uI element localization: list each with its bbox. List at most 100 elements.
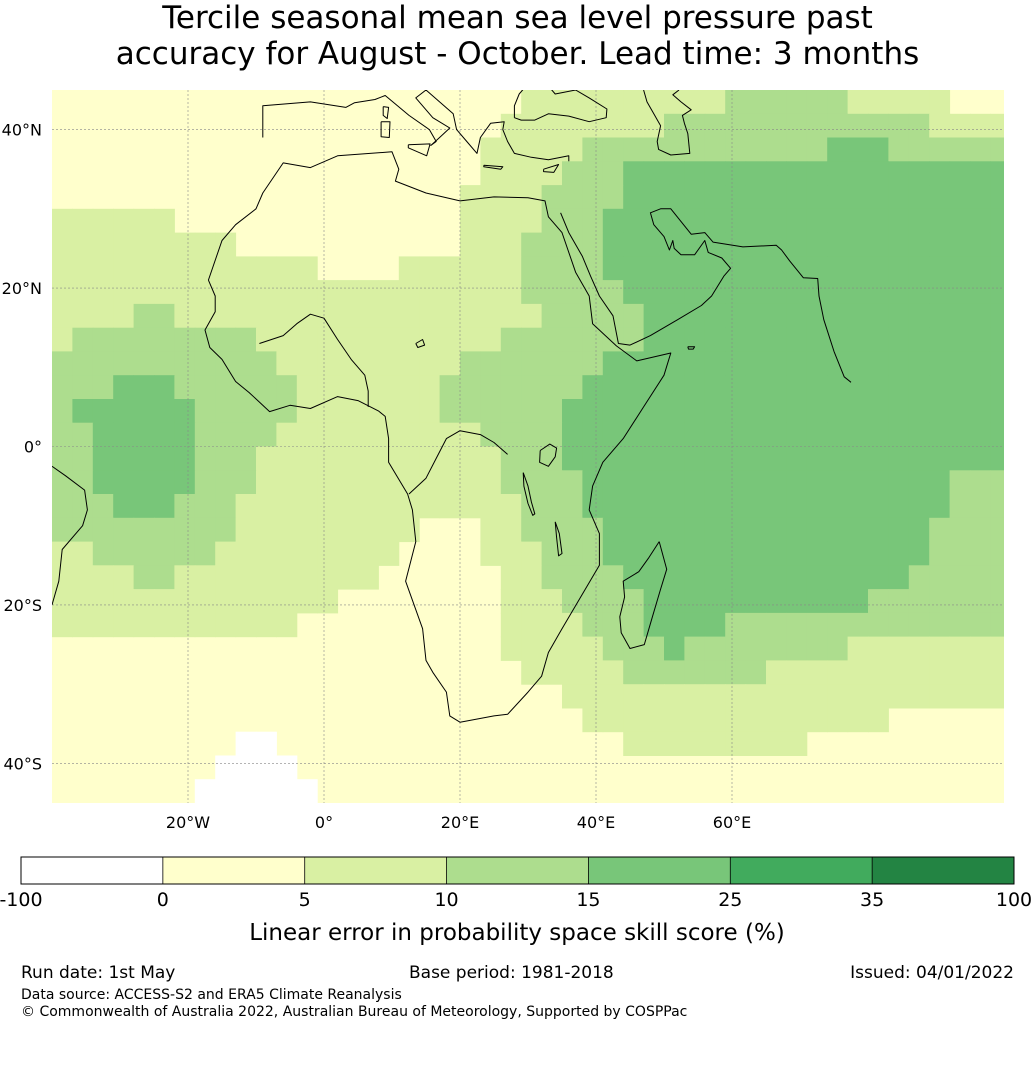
skill-cell	[888, 256, 910, 281]
skill-cell	[154, 399, 175, 424]
skill-cell	[541, 137, 563, 162]
skill-cell	[704, 612, 726, 638]
skill-cell	[786, 90, 808, 115]
skill-cell	[398, 446, 420, 471]
skill-cell	[949, 327, 971, 352]
skill-cell	[766, 90, 787, 115]
skill-cell	[704, 541, 726, 566]
skill-cell	[113, 256, 135, 281]
skill-cell	[296, 517, 318, 543]
skill-cell	[827, 494, 849, 519]
skill-cell	[439, 375, 461, 400]
skill-cell	[847, 517, 869, 543]
skill-cell	[827, 589, 849, 614]
colorbar-bin	[304, 857, 447, 884]
skill-cell	[194, 779, 216, 803]
skill-cell	[664, 113, 685, 139]
skill-cell	[215, 494, 237, 519]
skill-cell	[174, 494, 196, 519]
skill-cell	[745, 232, 767, 257]
skill-cell	[52, 494, 73, 519]
skill-cell	[358, 327, 379, 352]
colorbar-bin	[588, 857, 731, 884]
skill-cell	[602, 541, 624, 566]
skill-cell	[235, 256, 257, 281]
skill-cell	[194, 565, 216, 590]
skill-cell	[949, 636, 971, 661]
skill-cell	[929, 256, 951, 281]
skill-cell	[827, 90, 849, 115]
skill-cell	[378, 470, 400, 495]
skill-cell	[970, 256, 991, 281]
skill-cell	[704, 375, 726, 400]
skill-cell	[623, 256, 645, 281]
skill-cell	[745, 612, 767, 638]
skill-cell	[684, 399, 706, 424]
skill-cell	[766, 446, 787, 471]
skill-cell	[847, 636, 869, 661]
skill-cell	[766, 517, 787, 543]
skill-cell	[725, 541, 747, 566]
skill-cell	[766, 731, 787, 756]
skill-cell	[194, 280, 216, 305]
skill-cell	[154, 446, 175, 471]
skill-cell	[684, 494, 706, 519]
skill-cell	[541, 636, 563, 661]
skill-cell	[664, 90, 685, 115]
skill-cell	[562, 113, 583, 139]
skill-cell	[786, 470, 808, 495]
skill-cell	[460, 422, 481, 447]
skill-cell	[92, 303, 114, 329]
skill-cell	[602, 684, 624, 709]
skill-cell	[643, 351, 665, 376]
skill-cell	[806, 113, 828, 139]
skill-cell	[358, 375, 379, 400]
skill-cell	[256, 731, 277, 756]
skill-cell	[704, 185, 726, 210]
skill-cell	[378, 280, 400, 305]
skill-cell	[949, 494, 971, 519]
skill-cell	[684, 208, 706, 234]
skill-cell	[970, 161, 991, 186]
skill-cell	[562, 185, 583, 210]
skill-cell	[970, 589, 991, 614]
skill-cell	[439, 422, 461, 447]
skill-cell	[786, 256, 808, 281]
skill-cell	[949, 232, 971, 257]
skill-cell	[337, 541, 359, 566]
map-panel	[52, 90, 1004, 803]
skill-cell	[684, 303, 706, 329]
skill-cell	[460, 399, 481, 424]
skill-cell	[970, 660, 991, 685]
skill-cell	[460, 280, 481, 305]
skill-cell	[541, 280, 563, 305]
skill-cell	[500, 494, 522, 519]
skill-cell	[541, 113, 563, 139]
skill-cell	[949, 541, 971, 566]
skill-cell	[500, 161, 522, 186]
skill-cell	[194, 422, 216, 447]
skill-cell	[582, 660, 604, 685]
skill-cell	[72, 208, 94, 234]
skill-cell	[562, 208, 583, 234]
skill-cell	[235, 517, 257, 543]
skill-cell	[990, 137, 1004, 162]
skill-cell	[704, 517, 726, 543]
skill-cell	[296, 256, 318, 281]
skill-cell	[52, 232, 73, 257]
skill-cell	[541, 541, 563, 566]
skill-cell	[317, 327, 339, 352]
skill-cell	[745, 137, 767, 162]
skill-cell	[500, 636, 522, 661]
skill-cell	[133, 399, 155, 424]
skill-cell	[827, 422, 849, 447]
skill-cell	[72, 470, 94, 495]
skill-cell	[317, 446, 339, 471]
skill-cell	[745, 422, 767, 447]
skill-cell	[684, 185, 706, 210]
skill-cell	[704, 161, 726, 186]
skill-cell	[378, 327, 400, 352]
skill-cell	[521, 565, 543, 590]
skill-cell	[643, 208, 665, 234]
skill-cell	[276, 375, 298, 400]
